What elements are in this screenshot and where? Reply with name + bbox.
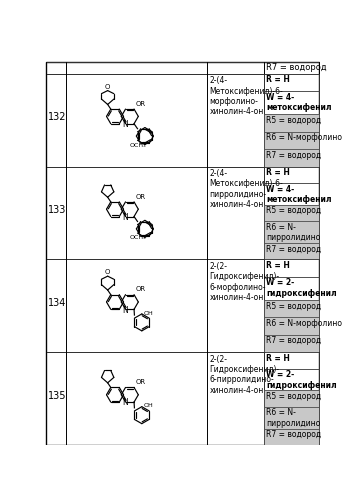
Bar	[264, 221, 319, 243]
Text: N: N	[122, 120, 128, 129]
Bar	[264, 183, 319, 205]
Text: R6 = N-
пирролидино: R6 = N- пирролидино	[266, 223, 320, 242]
Text: R5 = водород: R5 = водород	[266, 392, 321, 401]
Text: R7 = водород: R7 = водород	[266, 244, 321, 254]
Bar	[46, 166, 319, 260]
Text: R5 = водород: R5 = водород	[266, 302, 321, 310]
Bar	[264, 390, 319, 407]
Text: 132: 132	[48, 112, 67, 122]
Bar	[264, 74, 319, 92]
Bar	[46, 352, 319, 445]
Text: R = H: R = H	[266, 76, 290, 84]
Text: R5 = водород: R5 = водород	[266, 206, 321, 216]
Bar	[264, 407, 319, 428]
Text: O: O	[105, 270, 110, 276]
Text: OH: OH	[143, 404, 153, 408]
Text: R7 = водород: R7 = водород	[266, 336, 321, 345]
Text: R7 = водород: R7 = водород	[266, 151, 321, 160]
Text: W = 2-
гидроксифенил: W = 2- гидроксифенил	[266, 370, 337, 390]
Bar	[264, 114, 319, 132]
Text: R6 = N-
пирролидино: R6 = N- пирролидино	[266, 408, 320, 428]
Text: O: O	[105, 84, 110, 90]
Bar	[264, 335, 319, 352]
Bar	[264, 428, 319, 445]
Bar	[264, 260, 319, 277]
Bar	[264, 277, 319, 300]
Text: R = H: R = H	[266, 354, 290, 363]
Text: 135: 135	[48, 390, 67, 400]
Bar	[264, 300, 319, 318]
Text: W = 2-
гидроксифенил: W = 2- гидроксифенил	[266, 278, 337, 298]
Text: W = 4-
метоксифенил: W = 4- метоксифенил	[266, 93, 332, 112]
Text: R6 = N-морфолино: R6 = N-морфолино	[266, 134, 342, 142]
Bar	[264, 205, 319, 221]
Bar	[264, 149, 319, 166]
Bar	[46, 74, 319, 166]
Bar	[264, 368, 319, 390]
Text: OCH₃: OCH₃	[130, 236, 147, 240]
Text: OR: OR	[136, 286, 146, 292]
Text: R = H: R = H	[266, 168, 290, 177]
Text: OR: OR	[136, 379, 146, 385]
Text: 2-(2-
Гидроксифенил)-
6-пирролидино-
хинолин-4-он: 2-(2- Гидроксифенил)- 6-пирролидино- хин…	[210, 354, 280, 395]
Bar	[264, 243, 319, 260]
Bar	[46, 62, 319, 74]
Text: 134: 134	[48, 298, 67, 308]
Text: 2-(4-
Метоксифенил)-6-
пирролидино-
хинолин-4-он: 2-(4- Метоксифенил)-6- пирролидино- хино…	[210, 169, 283, 209]
Text: N: N	[122, 306, 128, 314]
Text: R6 = N-морфолино: R6 = N-морфолино	[266, 319, 342, 328]
Text: R7 = водород: R7 = водород	[266, 63, 327, 72]
Bar	[264, 318, 319, 335]
Text: N: N	[122, 398, 128, 407]
Text: R5 = водород: R5 = водород	[266, 116, 321, 125]
Text: OCH₃: OCH₃	[130, 142, 147, 148]
Text: 2-(2-
Гидроксифенил)-
6-морфолино-
хинолин-4-он: 2-(2- Гидроксифенил)- 6-морфолино- хинол…	[210, 262, 280, 302]
Text: OR: OR	[136, 194, 146, 200]
Text: OH: OH	[143, 310, 153, 316]
Text: 2-(4-
Метоксифенил)-6-
морфолино-
хинолин-4-он: 2-(4- Метоксифенил)-6- морфолино- хиноли…	[210, 76, 283, 116]
Bar	[264, 92, 319, 114]
Bar	[264, 132, 319, 149]
Text: OR: OR	[136, 101, 146, 107]
Text: R7 = водород: R7 = водород	[266, 430, 321, 439]
Text: W = 4-
метоксифенил: W = 4- метоксифенил	[266, 184, 332, 204]
Text: R = H: R = H	[266, 261, 290, 270]
Text: N: N	[122, 213, 128, 222]
Text: 133: 133	[48, 205, 67, 215]
Bar	[264, 166, 319, 183]
Bar	[46, 260, 319, 352]
Bar	[264, 352, 319, 368]
